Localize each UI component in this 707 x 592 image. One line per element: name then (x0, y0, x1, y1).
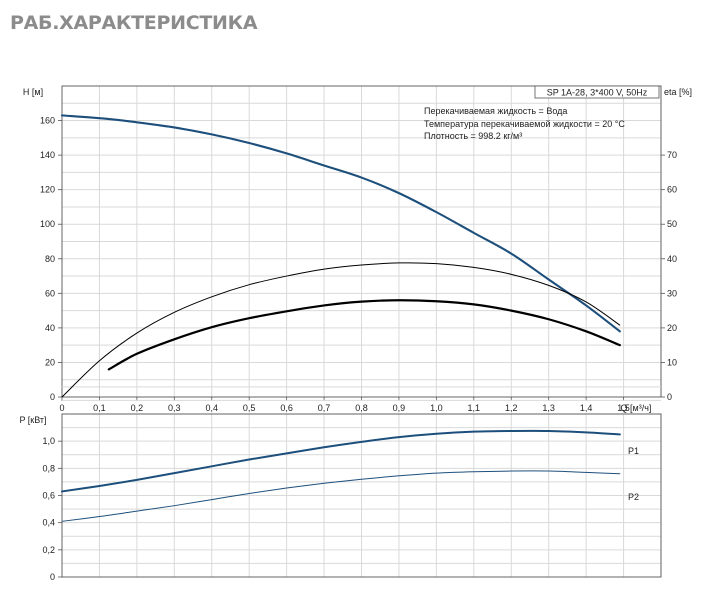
x-tick-label: 0,3 (168, 403, 181, 413)
x-tick-label: 0,2 (131, 403, 144, 413)
y-tick-label: 0 (50, 392, 55, 402)
efficiency-curve-thick (107, 299, 621, 371)
legend-p2: P2 (628, 492, 639, 502)
x-tick-label: 0,5 (243, 403, 256, 413)
p-y-tick-label: 0,6 (42, 491, 55, 501)
p-y-tick-label: 1,0 (42, 436, 55, 446)
x-tick-label: 1,5 (617, 403, 630, 413)
y2-tick-label: 70 (667, 150, 677, 160)
x-tick-label: 0,1 (93, 403, 106, 413)
x-tick-label: 0,8 (355, 403, 368, 413)
p-y-tick-label: 0,8 (42, 463, 55, 473)
x-tick-label: 0,4 (205, 403, 218, 413)
y2-tick-label: 50 (667, 219, 677, 229)
info-model: SP 1A-28, 3*400 V, 50Hz (547, 88, 648, 98)
y-axis-label: H [м] (23, 87, 43, 97)
y2-tick-label: 60 (667, 185, 677, 195)
info-line-liquid: Перекачиваемая жидкость = Вода (424, 106, 567, 116)
x-axis-label: Q [м³/ч] (621, 403, 652, 413)
y-tick-label: 120 (40, 185, 55, 195)
page-title: РАБ.ХАРАКТЕРИСТИКА (10, 12, 258, 34)
x-tick-label: 1,4 (580, 403, 593, 413)
x-tick-label: 1,1 (468, 403, 481, 413)
y-tick-label: 140 (40, 150, 55, 160)
head-curve-start-segment (61, 114, 107, 120)
p-y-tick-label: 0 (50, 572, 55, 582)
x-tick-label: 0,9 (393, 403, 406, 413)
efficiency-curve-thin (61, 262, 621, 398)
bottom-chart-frame (61, 413, 662, 578)
x-tick-label: 1,3 (542, 403, 555, 413)
info-line-density: Плотность = 998.2 кг/м³ (424, 131, 522, 141)
y-tick-label: 160 (40, 116, 55, 126)
x-tick-label: 0,7 (318, 403, 331, 413)
y-tick-label: 80 (45, 254, 55, 264)
legend-p1: P1 (628, 446, 639, 456)
y2-tick-label: 0 (667, 392, 672, 402)
x-tick-label: 0 (59, 403, 64, 413)
p-y-tick-label: 0,4 (42, 518, 55, 528)
p-axis-label: P [кВт] (19, 415, 46, 425)
y2-axis-label: eta [%] (664, 87, 692, 97)
y-tick-label: 40 (45, 323, 55, 333)
info-line-temperature: Температура перекачиваемой жидкости = 20… (424, 119, 625, 129)
power-curve-p2 (61, 470, 621, 522)
power-curve-p1 (61, 429, 621, 493)
head-curve (60, 114, 621, 333)
y2-tick-label: 10 (667, 357, 677, 367)
x-tick-label: 0,6 (280, 403, 293, 413)
y2-tick-label: 40 (667, 254, 677, 264)
y-tick-label: 60 (45, 288, 55, 298)
y-tick-label: 20 (45, 357, 55, 367)
x-tick-label: 1,0 (430, 403, 443, 413)
bottom-chart-grid: 0 0,2 0,4 0,6 0,8 1,0 (42, 386, 662, 582)
info-box-frame (534, 85, 660, 99)
x-tick-label: 1,2 (505, 403, 518, 413)
chart-marks (60, 114, 621, 522)
y2-tick-label: 30 (667, 288, 677, 298)
top-chart-grid: 0 0,1 0,2 0,3 0,4 0,5 0,6 0,7 0,8 0,9 1,0 1,1 1,2 1,3… (40, 85, 677, 413)
y-tick-label: 100 (40, 219, 55, 229)
y2-tick-label: 20 (667, 323, 677, 333)
top-chart-frame (61, 85, 662, 398)
p-y-tick-label: 0,2 (42, 545, 55, 555)
